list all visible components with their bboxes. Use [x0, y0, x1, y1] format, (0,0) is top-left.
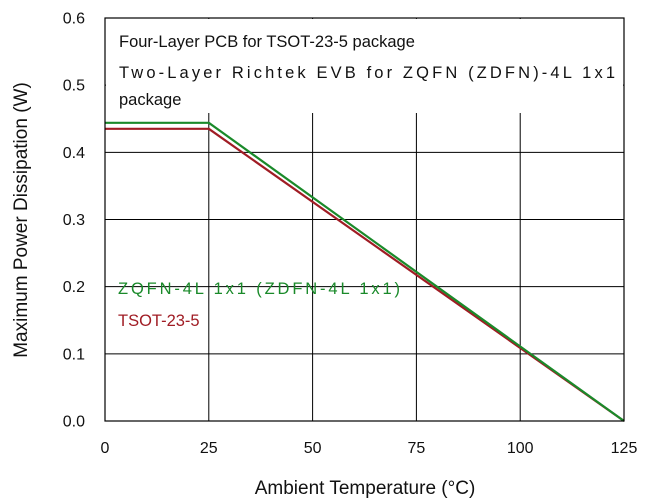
y-tick-label: 0.4: [63, 145, 85, 162]
series-label-tsot: TSOT-23-5: [118, 312, 200, 330]
x-tick-label: 50: [304, 440, 322, 457]
y-tick-label: 0.5: [63, 78, 85, 95]
series-lines: [105, 121, 625, 422]
plot-frame: [104, 17, 625, 422]
x-axis-title: Ambient Temperature (°C): [255, 478, 476, 499]
series-line-zqfn-4l-1x1-zdfn-4l-1x1: [105, 121, 625, 422]
y-tick-label: 0.1: [63, 346, 85, 363]
tick-labels: 0 25 50 75 100 125 0.0 0.1 0.2 0.3 0.4 0.5 0.6: [63, 11, 638, 458]
x-tick-label: 25: [200, 440, 218, 457]
x-tick-label: 100: [507, 440, 534, 457]
y-tick-label: 0.2: [63, 279, 85, 296]
y-tick-label: 0.6: [63, 11, 85, 28]
annotation-line-3: package: [119, 91, 181, 109]
annotation-line-2: Two-Layer Richtek EVB for ZQFN (ZDFN)-4L…: [119, 64, 615, 82]
y-tick-label: 0.3: [63, 212, 85, 229]
series-line-tsot-23-5: [105, 127, 625, 422]
y-axis-title: Maximum Power Dissipation (W): [11, 82, 32, 358]
x-tick-label: 0: [101, 440, 110, 457]
annotation-box-background: [106, 19, 623, 113]
y-tick-label: 0.0: [63, 414, 85, 431]
x-tick-label: 75: [408, 440, 426, 457]
annotation-line-1: Four-Layer PCB for TSOT-23-5 package: [119, 33, 415, 51]
series-label-zqfn: ZQFN-4L 1x1 (ZDFN-4L 1x1): [118, 280, 400, 298]
x-tick-label: 125: [611, 440, 638, 457]
